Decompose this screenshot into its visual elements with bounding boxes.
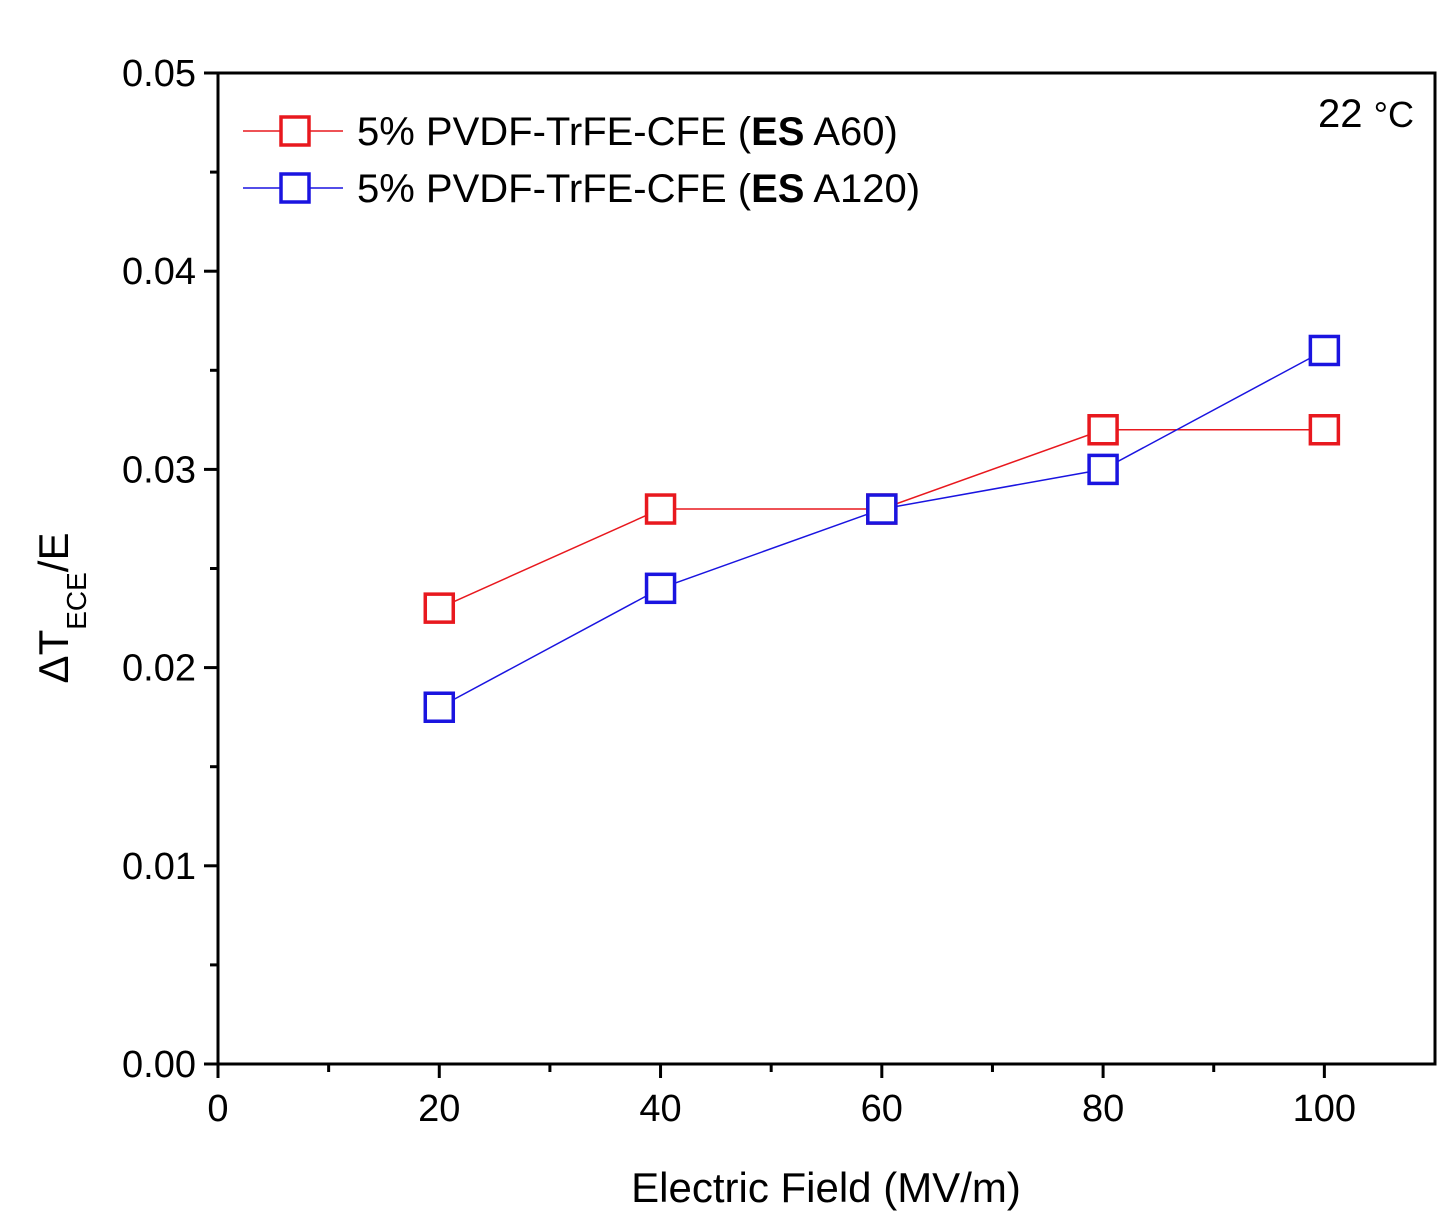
series-1-point bbox=[1087, 414, 1119, 446]
y-tick-label: 0.05 bbox=[122, 53, 196, 95]
series-1-point bbox=[1308, 414, 1341, 446]
series-2 bbox=[423, 334, 1341, 723]
y-axis-title: ΔTECE/E bbox=[30, 533, 92, 684]
legend-marker-series-1 bbox=[279, 115, 311, 147]
x-axis-title: Electric Field (MV/m) bbox=[631, 1164, 1021, 1211]
x-tick-label: 0 bbox=[207, 1088, 228, 1130]
series-2-point bbox=[866, 493, 898, 525]
series-layer bbox=[423, 334, 1341, 723]
legend: 5% PVDF-TrFE-CFE (ES A60) 5% PVDF-TrFE-C… bbox=[243, 110, 920, 211]
temperature-annotation: 22 °C bbox=[1318, 92, 1414, 136]
series-1-point bbox=[644, 493, 677, 525]
plot-frame bbox=[216, 71, 1437, 1066]
y-tick-label: 0.03 bbox=[122, 449, 196, 491]
y-tick-label: 0.01 bbox=[122, 846, 196, 888]
x-tick-label: 60 bbox=[861, 1088, 903, 1130]
x-tick-label: 100 bbox=[1293, 1088, 1356, 1130]
series-1-point bbox=[423, 592, 456, 624]
x-tick-label: 80 bbox=[1082, 1088, 1124, 1130]
legend-label-series-1: 5% PVDF-TrFE-CFE (ES A60) bbox=[357, 110, 898, 154]
axis-tick-labels: 0 20 40 60 80 100 0.00 0.01 0.02 0.03 0.04 0.05 bbox=[122, 53, 1356, 1130]
series-2-point bbox=[644, 572, 677, 605]
axis-ticks bbox=[204, 71, 1326, 1078]
series-2-line bbox=[438, 349, 1325, 708]
series-2-point bbox=[1087, 453, 1119, 486]
y-tick-label: 0.02 bbox=[122, 648, 196, 690]
series-2-point bbox=[1308, 334, 1341, 367]
x-tick-label: 40 bbox=[639, 1088, 681, 1130]
x-tick-label: 20 bbox=[418, 1088, 460, 1130]
series-2-point bbox=[423, 691, 456, 723]
y-tick-label: 0.00 bbox=[122, 1044, 196, 1086]
legend-marker-series-2 bbox=[279, 172, 311, 204]
y-tick-label: 0.04 bbox=[122, 251, 196, 293]
legend-label-series-2: 5% PVDF-TrFE-CFE (ES A120) bbox=[357, 167, 920, 211]
